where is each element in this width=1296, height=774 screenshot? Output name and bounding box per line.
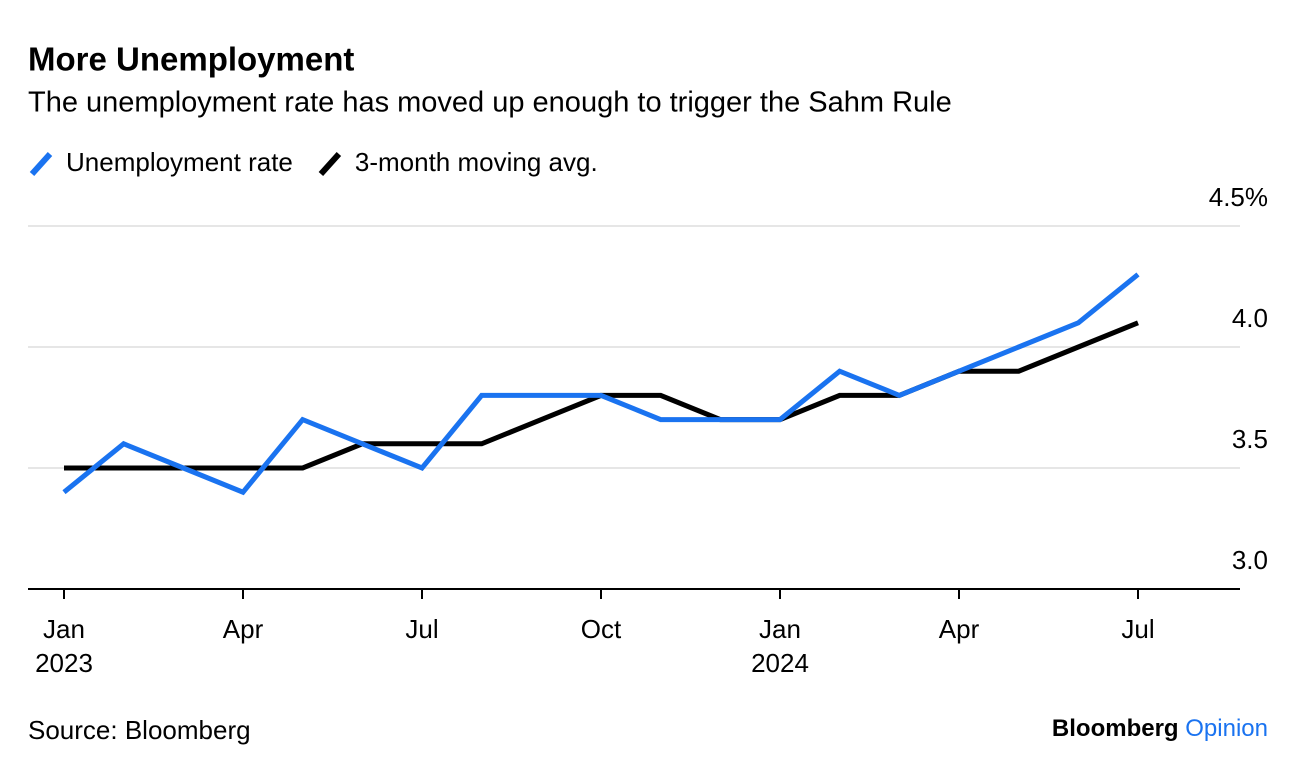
y-tick-label: 3.5 — [1232, 424, 1268, 454]
series-line — [62, 272, 1140, 496]
x-tick-label-line: 2023 — [35, 648, 93, 678]
chart-subtitle: The unemployment rate has moved up enoug… — [28, 87, 952, 119]
x-tick-label-line: Jul — [1121, 614, 1154, 644]
legend-label: Unemployment rate — [66, 147, 293, 177]
x-tick-label-line: Oct — [581, 614, 622, 644]
x-tick-label: Jul — [405, 614, 438, 644]
legend-swatch — [29, 151, 53, 177]
x-tick-label: Jan 2023 — [35, 614, 93, 678]
brand: Bloomberg Opinion — [1052, 715, 1268, 742]
x-tick-label-line: Jul — [405, 614, 438, 644]
x-tick-label: Apr — [223, 614, 264, 644]
chart-title: More Unemployment — [28, 41, 354, 78]
brand-name: Bloomberg — [1052, 715, 1179, 742]
x-tick-label: Oct — [581, 614, 622, 644]
x-tick-label-line: Jan — [43, 614, 85, 644]
x-tick-label-line: 2024 — [751, 648, 809, 678]
legend-label: 3-month moving avg. — [355, 147, 598, 177]
x-tick-label-line: Jan — [759, 614, 801, 644]
legend-swatch — [318, 151, 342, 177]
x-tick-label-line: Apr — [939, 614, 980, 644]
y-tick-label: 3.0 — [1232, 545, 1268, 575]
x-tick-label: Apr — [939, 614, 980, 644]
y-tick-label: 4.5% — [1209, 182, 1268, 212]
source: Source: Bloomberg — [28, 715, 251, 745]
x-tick-label-line: Apr — [223, 614, 264, 644]
x-tick-label: Jan 2024 — [751, 614, 809, 678]
x-tick-label: Jul — [1121, 614, 1154, 644]
y-tick-label: 4.0 — [1232, 303, 1268, 333]
brand-section: Opinion — [1185, 715, 1268, 742]
